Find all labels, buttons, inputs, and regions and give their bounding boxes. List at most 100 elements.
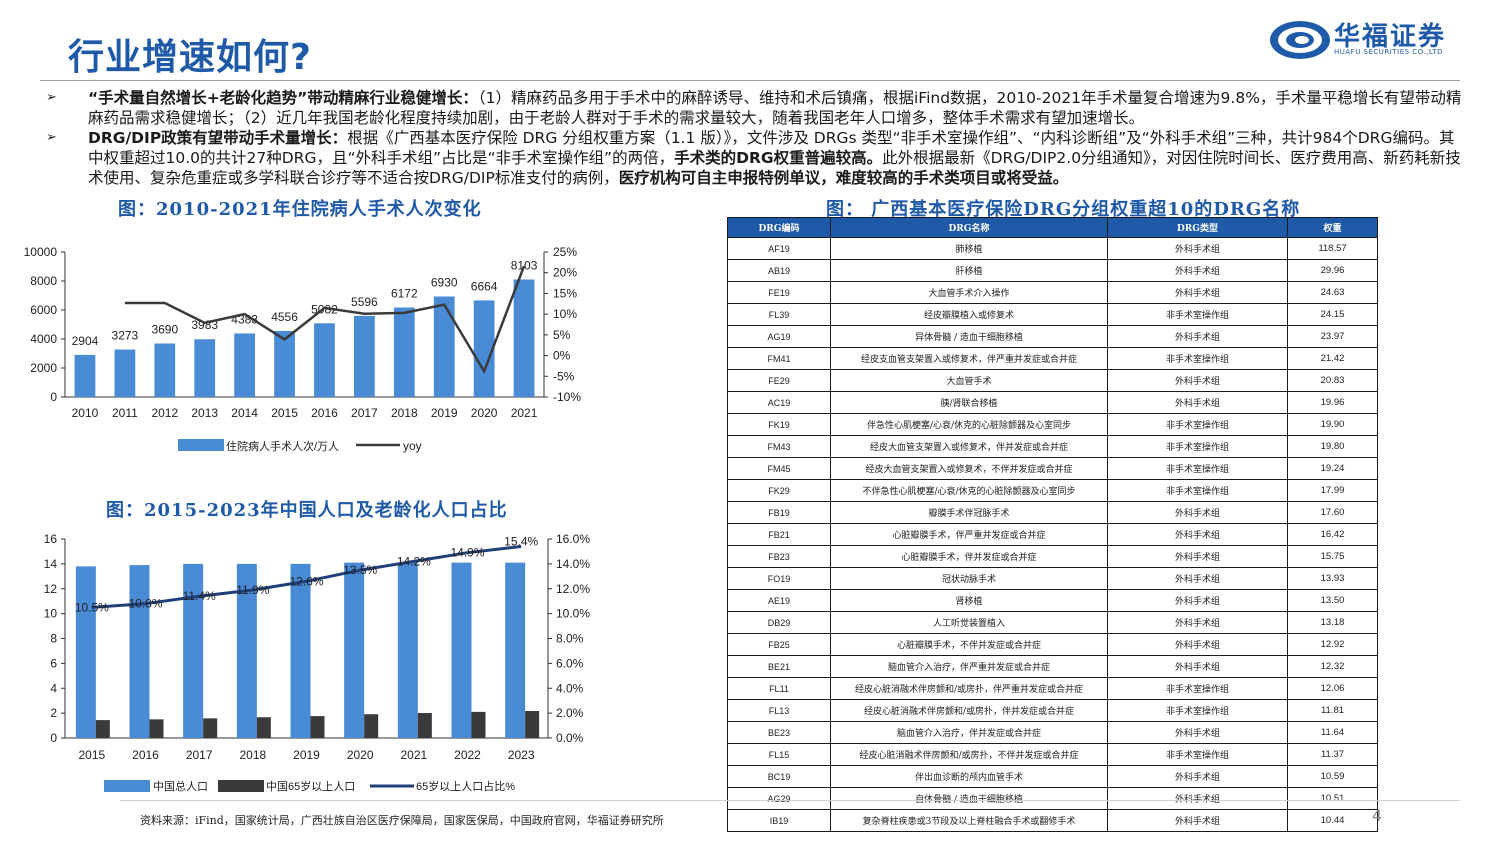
table-row: FB25 心脏瓣膜手术，不伴并发症或合并症 外科手术组 12.92	[727, 633, 1378, 656]
left-tick-label: 8	[50, 632, 57, 646]
right-tick-label: 14.0%	[556, 557, 590, 571]
cell-drg-code: FM43	[727, 435, 831, 458]
cell-drg-name: 经皮心脏消融术伴房颤和/或房扑，不伴并发症或合并症	[830, 743, 1108, 766]
table-row: DB29 人工听觉装置植入 外科手术组 13.18	[727, 611, 1378, 634]
bar	[314, 323, 335, 397]
cell-weight: 20.83	[1287, 369, 1378, 392]
ratio-data-label: 10.8%	[128, 597, 162, 611]
cell-drg-name: 经皮瓣膜植入或修复术	[830, 303, 1108, 326]
table-row: FB19 瓣膜手术伴冠脉手术 外科手术组 17.60	[727, 501, 1378, 524]
cell-drg-type: 外科手术组	[1107, 325, 1288, 348]
x-tick-label: 2019	[293, 748, 320, 762]
bar-total-population	[397, 562, 418, 738]
x-tick-label: 2010	[72, 406, 99, 420]
cell-weight: 10.59	[1287, 765, 1378, 788]
ratio-data-label: 10.5%	[75, 600, 109, 614]
cell-drg-type: 外科手术组	[1107, 589, 1288, 612]
right-tick-label: -10%	[553, 390, 581, 404]
bullet-icon: ➢	[46, 130, 57, 145]
table-title: 图： 广西基本医疗保险DRG分组权重超10的DRG名称	[826, 199, 1301, 220]
bar	[194, 339, 216, 397]
source-note: 资料来源：iFind，国家统计局，广西壮族自治区医疗保障局，国家医保局，中国政府…	[140, 814, 664, 827]
x-tick-label: 2019	[431, 406, 458, 420]
bar-total-population	[129, 565, 150, 738]
legend-label-elderly: 中国65岁以上人口	[266, 779, 355, 793]
table-row: FE29 大血管手术 外科手术组 20.83	[727, 369, 1378, 392]
cell-drg-code: BC19	[727, 765, 831, 788]
table-row: FB21 心脏瓣膜手术，伴严重并发症或合并症 外科手术组 16.42	[727, 523, 1378, 546]
table-row: FB23 心脏瓣膜手术，伴并发症或合并症 外科手术组 15.75	[727, 545, 1378, 568]
x-tick-label: 2020	[347, 748, 374, 762]
drg-weight-table: DRG编码 DRG名称 DRG类型 权重 AF19 肺移植 外科手术组 118.57 A…	[727, 217, 1378, 832]
left-tick-label: 4	[50, 681, 57, 695]
right-tick-label: 6.0%	[556, 656, 584, 670]
cell-drg-name: 异体骨髓 / 造血干细胞移植	[830, 325, 1108, 348]
cell-drg-type: 外科手术组	[1107, 633, 1288, 656]
data-label: 6930	[431, 276, 458, 290]
right-tick-label: 10.0%	[556, 607, 590, 621]
cell-drg-code: FE29	[727, 369, 831, 392]
left-tick-label: 0	[50, 731, 57, 745]
bullet-icon: ➢	[46, 90, 57, 105]
x-tick-label: 2011	[112, 406, 138, 420]
legend-swatch-elderly	[218, 780, 264, 792]
cell-weight: 11.64	[1287, 721, 1378, 744]
cell-drg-type: 非手术室操作组	[1107, 743, 1288, 766]
table-row: IB19 复杂脊柱疾患或3节段及以上脊柱融合手术或翻修手术 外科手术组 10.44	[727, 809, 1378, 832]
page-number: 4	[1372, 806, 1383, 825]
x-tick-label: 2015	[78, 748, 105, 762]
bar	[234, 333, 256, 397]
data-label: 2904	[72, 334, 99, 348]
table-row: AE19 肾移植 外科手术组 13.50	[727, 589, 1378, 612]
cell-weight: 24.15	[1287, 303, 1378, 326]
table-row: FL11 经皮心脏消融术伴房颤和/或房扑，伴严重并发症或合并症 非手术室操作组 12.…	[727, 677, 1378, 700]
data-label: 3690	[151, 322, 178, 336]
yoy-line	[124, 265, 526, 375]
left-tick-label: 6000	[30, 303, 57, 317]
left-tick-label: 10	[44, 607, 58, 621]
cell-drg-type: 外科手术组	[1107, 501, 1288, 524]
cell-drg-code: AB19	[727, 259, 831, 282]
header-divider	[40, 80, 1460, 81]
cell-drg-name: 脑血管介入治疗，伴严重并发症或合并症	[830, 655, 1108, 678]
bar	[513, 279, 535, 397]
chart1-title: 图：2010-2021年住院病人手术人次变化	[118, 199, 482, 220]
cell-drg-code: AE19	[727, 589, 831, 612]
table-row: BE21 脑血管介入治疗，伴严重并发症或合并症 外科手术组 12.32	[727, 655, 1378, 678]
cell-drg-name: 人工听觉装置植入	[830, 611, 1108, 634]
ratio-data-label: 11.9%	[236, 583, 269, 597]
bar	[473, 300, 495, 397]
cell-drg-code: AG29	[727, 787, 831, 810]
elderly-ratio-line	[91, 544, 522, 609]
cell-drg-code: FL11	[727, 677, 831, 700]
table-row: BC19 伴出血诊断的颅内血管手术 外科手术组 10.59	[727, 765, 1378, 788]
right-tick-label: 8.0%	[556, 632, 584, 646]
bar	[433, 296, 455, 397]
cell-drg-code: FK29	[727, 479, 831, 502]
right-tick-label: 4.0%	[556, 681, 584, 695]
left-tick-label: 2000	[30, 361, 57, 375]
bar-elderly-population	[417, 713, 432, 738]
huafu-logo-icon	[1270, 21, 1330, 59]
x-tick-label: 2016	[132, 748, 159, 762]
table-row: FK29 不伴急性心肌梗塞/心衰/休克的心脏除颤器及心室同步 非手术室操作组 17.9…	[727, 479, 1378, 502]
left-tick-label: 14	[44, 557, 58, 571]
cell-drg-code: FL39	[727, 303, 831, 326]
ratio-data-label: 13.5%	[343, 563, 377, 577]
population-chart: 0 2 4 6 8 10 12 14 16 0.0% 2.0% 4.0% 6.0% 8.0% 10.0% 12…	[44, 532, 591, 793]
table-row: BE23 脑血管介入治疗，伴并发症或合并症 外科手术组 11.64	[727, 721, 1378, 744]
cell-drg-type: 外科手术组	[1107, 567, 1288, 590]
bullet-1-heading: “手术量自然增长+老龄化趋势”带动精麻行业稳健增长：	[88, 89, 478, 107]
x-tick-label: 2020	[471, 406, 498, 420]
data-label: 8103	[511, 259, 538, 273]
bar	[74, 354, 96, 397]
table-row: FM41 经皮支血管支架置入或修复术，伴严重并发症或合并症 非手术室操作组 21.42	[727, 347, 1378, 370]
table-row: FK19 伴急性心肌梗塞/心衰/休克的心脏除颤器及心室同步 非手术室操作组 19.90	[727, 413, 1378, 436]
cell-drg-type: 非手术室操作组	[1107, 413, 1288, 436]
x-tick-label: 2018	[391, 406, 418, 420]
cell-drg-name: 心脏瓣膜手术，伴严重并发症或合并症	[830, 523, 1108, 546]
bar	[393, 307, 415, 397]
cell-drg-type: 外科手术组	[1107, 237, 1288, 260]
cell-drg-type: 外科手术组	[1107, 765, 1288, 788]
surgery-chart: 0 2000 4000 6000 8000 10000 -10% -5% 0% 5% 10% 15% 2…	[24, 245, 582, 453]
